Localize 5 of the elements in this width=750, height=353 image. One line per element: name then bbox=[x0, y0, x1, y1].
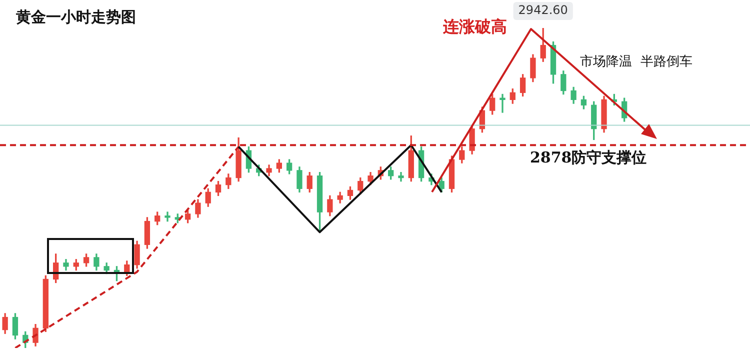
annotation: 市场降温 半路倒车 bbox=[580, 54, 692, 70]
annotation: 连涨破高 bbox=[442, 17, 507, 36]
ref-line-label: 2878防守支撑位 bbox=[530, 148, 647, 167]
annotation: 2942.60 bbox=[518, 3, 568, 18]
chart-title: 黄金一小时走势图 bbox=[16, 8, 136, 27]
